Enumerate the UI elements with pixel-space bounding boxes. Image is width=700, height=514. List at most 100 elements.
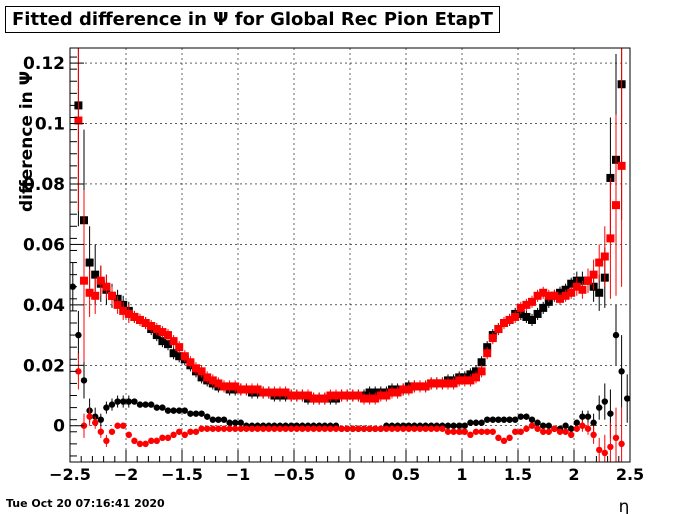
data-point-square bbox=[584, 276, 592, 285]
data-point-square bbox=[169, 349, 178, 358]
data-point-circle bbox=[601, 449, 608, 457]
data-point-square bbox=[466, 376, 475, 385]
data-point-circle bbox=[484, 416, 491, 423]
data-point-square bbox=[180, 352, 189, 361]
data-point-square bbox=[152, 325, 161, 334]
data-point-circle bbox=[120, 398, 127, 405]
grid-lines bbox=[69, 48, 631, 462]
data-point-square bbox=[606, 234, 615, 243]
data-point-circle bbox=[618, 440, 625, 448]
data-point-circle bbox=[517, 413, 524, 420]
data-point-circle bbox=[108, 401, 116, 408]
data-point-circle bbox=[209, 425, 216, 432]
data-point-circle bbox=[75, 331, 82, 339]
data-point-square bbox=[248, 385, 256, 394]
data-point-circle bbox=[607, 443, 614, 451]
data-point-square bbox=[124, 309, 133, 318]
data-point-square bbox=[488, 334, 497, 343]
data-point-square bbox=[186, 358, 195, 367]
data-point-circle bbox=[232, 425, 239, 432]
x-tick-label: −0.5 bbox=[273, 465, 315, 484]
data-point-circle bbox=[176, 407, 183, 414]
data-point-circle bbox=[164, 434, 172, 442]
data-point-square bbox=[477, 367, 486, 376]
data-point-square bbox=[612, 201, 620, 210]
data-point-circle bbox=[556, 428, 564, 435]
y-tick-label: 0 bbox=[53, 417, 65, 437]
data-point-circle bbox=[467, 419, 474, 426]
data-point-square bbox=[197, 367, 206, 376]
data-point-square bbox=[320, 394, 329, 403]
data-point-circle bbox=[528, 422, 536, 429]
data-point-square bbox=[96, 276, 105, 285]
data-point-square bbox=[404, 385, 413, 394]
data-point-circle bbox=[456, 422, 463, 429]
data-point-circle bbox=[528, 416, 536, 423]
data-point-square bbox=[477, 358, 486, 367]
data-point-square bbox=[449, 379, 458, 388]
data-point-circle bbox=[444, 422, 452, 429]
data-point-square bbox=[600, 252, 609, 261]
data-point-circle bbox=[248, 425, 256, 432]
data-point-circle bbox=[405, 425, 412, 432]
data-point-circle bbox=[198, 425, 205, 432]
data-point-square bbox=[421, 382, 430, 391]
data-point-circle bbox=[573, 425, 580, 432]
data-point-circle bbox=[293, 425, 300, 432]
data-point-circle bbox=[142, 401, 149, 408]
data-point-square bbox=[164, 340, 172, 349]
data-point-square bbox=[589, 270, 598, 279]
y-tick-label: 0.1 bbox=[35, 115, 65, 135]
data-point-circle bbox=[495, 434, 502, 442]
data-point-circle bbox=[209, 416, 216, 423]
data-point-circle bbox=[579, 422, 586, 429]
data-point-circle bbox=[428, 425, 435, 432]
data-point-square bbox=[617, 161, 626, 170]
data-point-circle bbox=[265, 425, 272, 432]
data-point-square bbox=[85, 258, 94, 267]
data-point-square bbox=[119, 306, 128, 315]
data-point-square bbox=[348, 391, 357, 400]
data-point-square bbox=[528, 297, 536, 306]
data-point-square bbox=[136, 315, 144, 324]
y-tick-label: 0.04 bbox=[23, 296, 65, 316]
data-point-square bbox=[225, 382, 234, 391]
data-point-circle bbox=[590, 419, 597, 426]
data-point-circle bbox=[478, 419, 485, 426]
data-point-circle bbox=[523, 425, 530, 432]
data-point-circle bbox=[568, 425, 575, 432]
data-point-square bbox=[595, 288, 604, 297]
y-tick-label: 0.08 bbox=[23, 175, 65, 195]
data-point-circle bbox=[506, 416, 513, 423]
data-point-circle bbox=[321, 425, 328, 432]
data-point-circle bbox=[545, 428, 552, 435]
data-point-circle bbox=[108, 428, 116, 435]
data-point-circle bbox=[103, 437, 110, 445]
data-point-circle bbox=[540, 428, 547, 435]
data-point-circle bbox=[159, 404, 166, 411]
data-point-circle bbox=[86, 413, 93, 420]
data-point-circle bbox=[125, 398, 132, 405]
data-point-circle bbox=[226, 419, 233, 426]
data-point-circle bbox=[484, 428, 491, 435]
data-point-square bbox=[472, 373, 480, 382]
data-point-square bbox=[315, 394, 324, 403]
data-point-circle bbox=[590, 431, 597, 439]
data-point-circle bbox=[562, 422, 569, 429]
data-point-square bbox=[505, 315, 514, 324]
data-point-square bbox=[376, 391, 385, 400]
data-point-circle bbox=[120, 422, 127, 429]
data-point-square bbox=[141, 318, 150, 327]
data-point-circle bbox=[618, 368, 625, 375]
data-point-circle bbox=[500, 437, 508, 445]
data-point-circle bbox=[478, 428, 485, 435]
data-point-square bbox=[175, 343, 184, 352]
y-tick-label: 0.12 bbox=[23, 54, 65, 74]
data-point-square bbox=[516, 303, 525, 312]
data-point-circle bbox=[416, 425, 424, 432]
data-point-square bbox=[91, 291, 100, 300]
data-point-square bbox=[522, 300, 531, 309]
data-point-circle bbox=[215, 416, 222, 423]
data-point-circle bbox=[299, 425, 306, 432]
data-point-square bbox=[236, 385, 245, 394]
